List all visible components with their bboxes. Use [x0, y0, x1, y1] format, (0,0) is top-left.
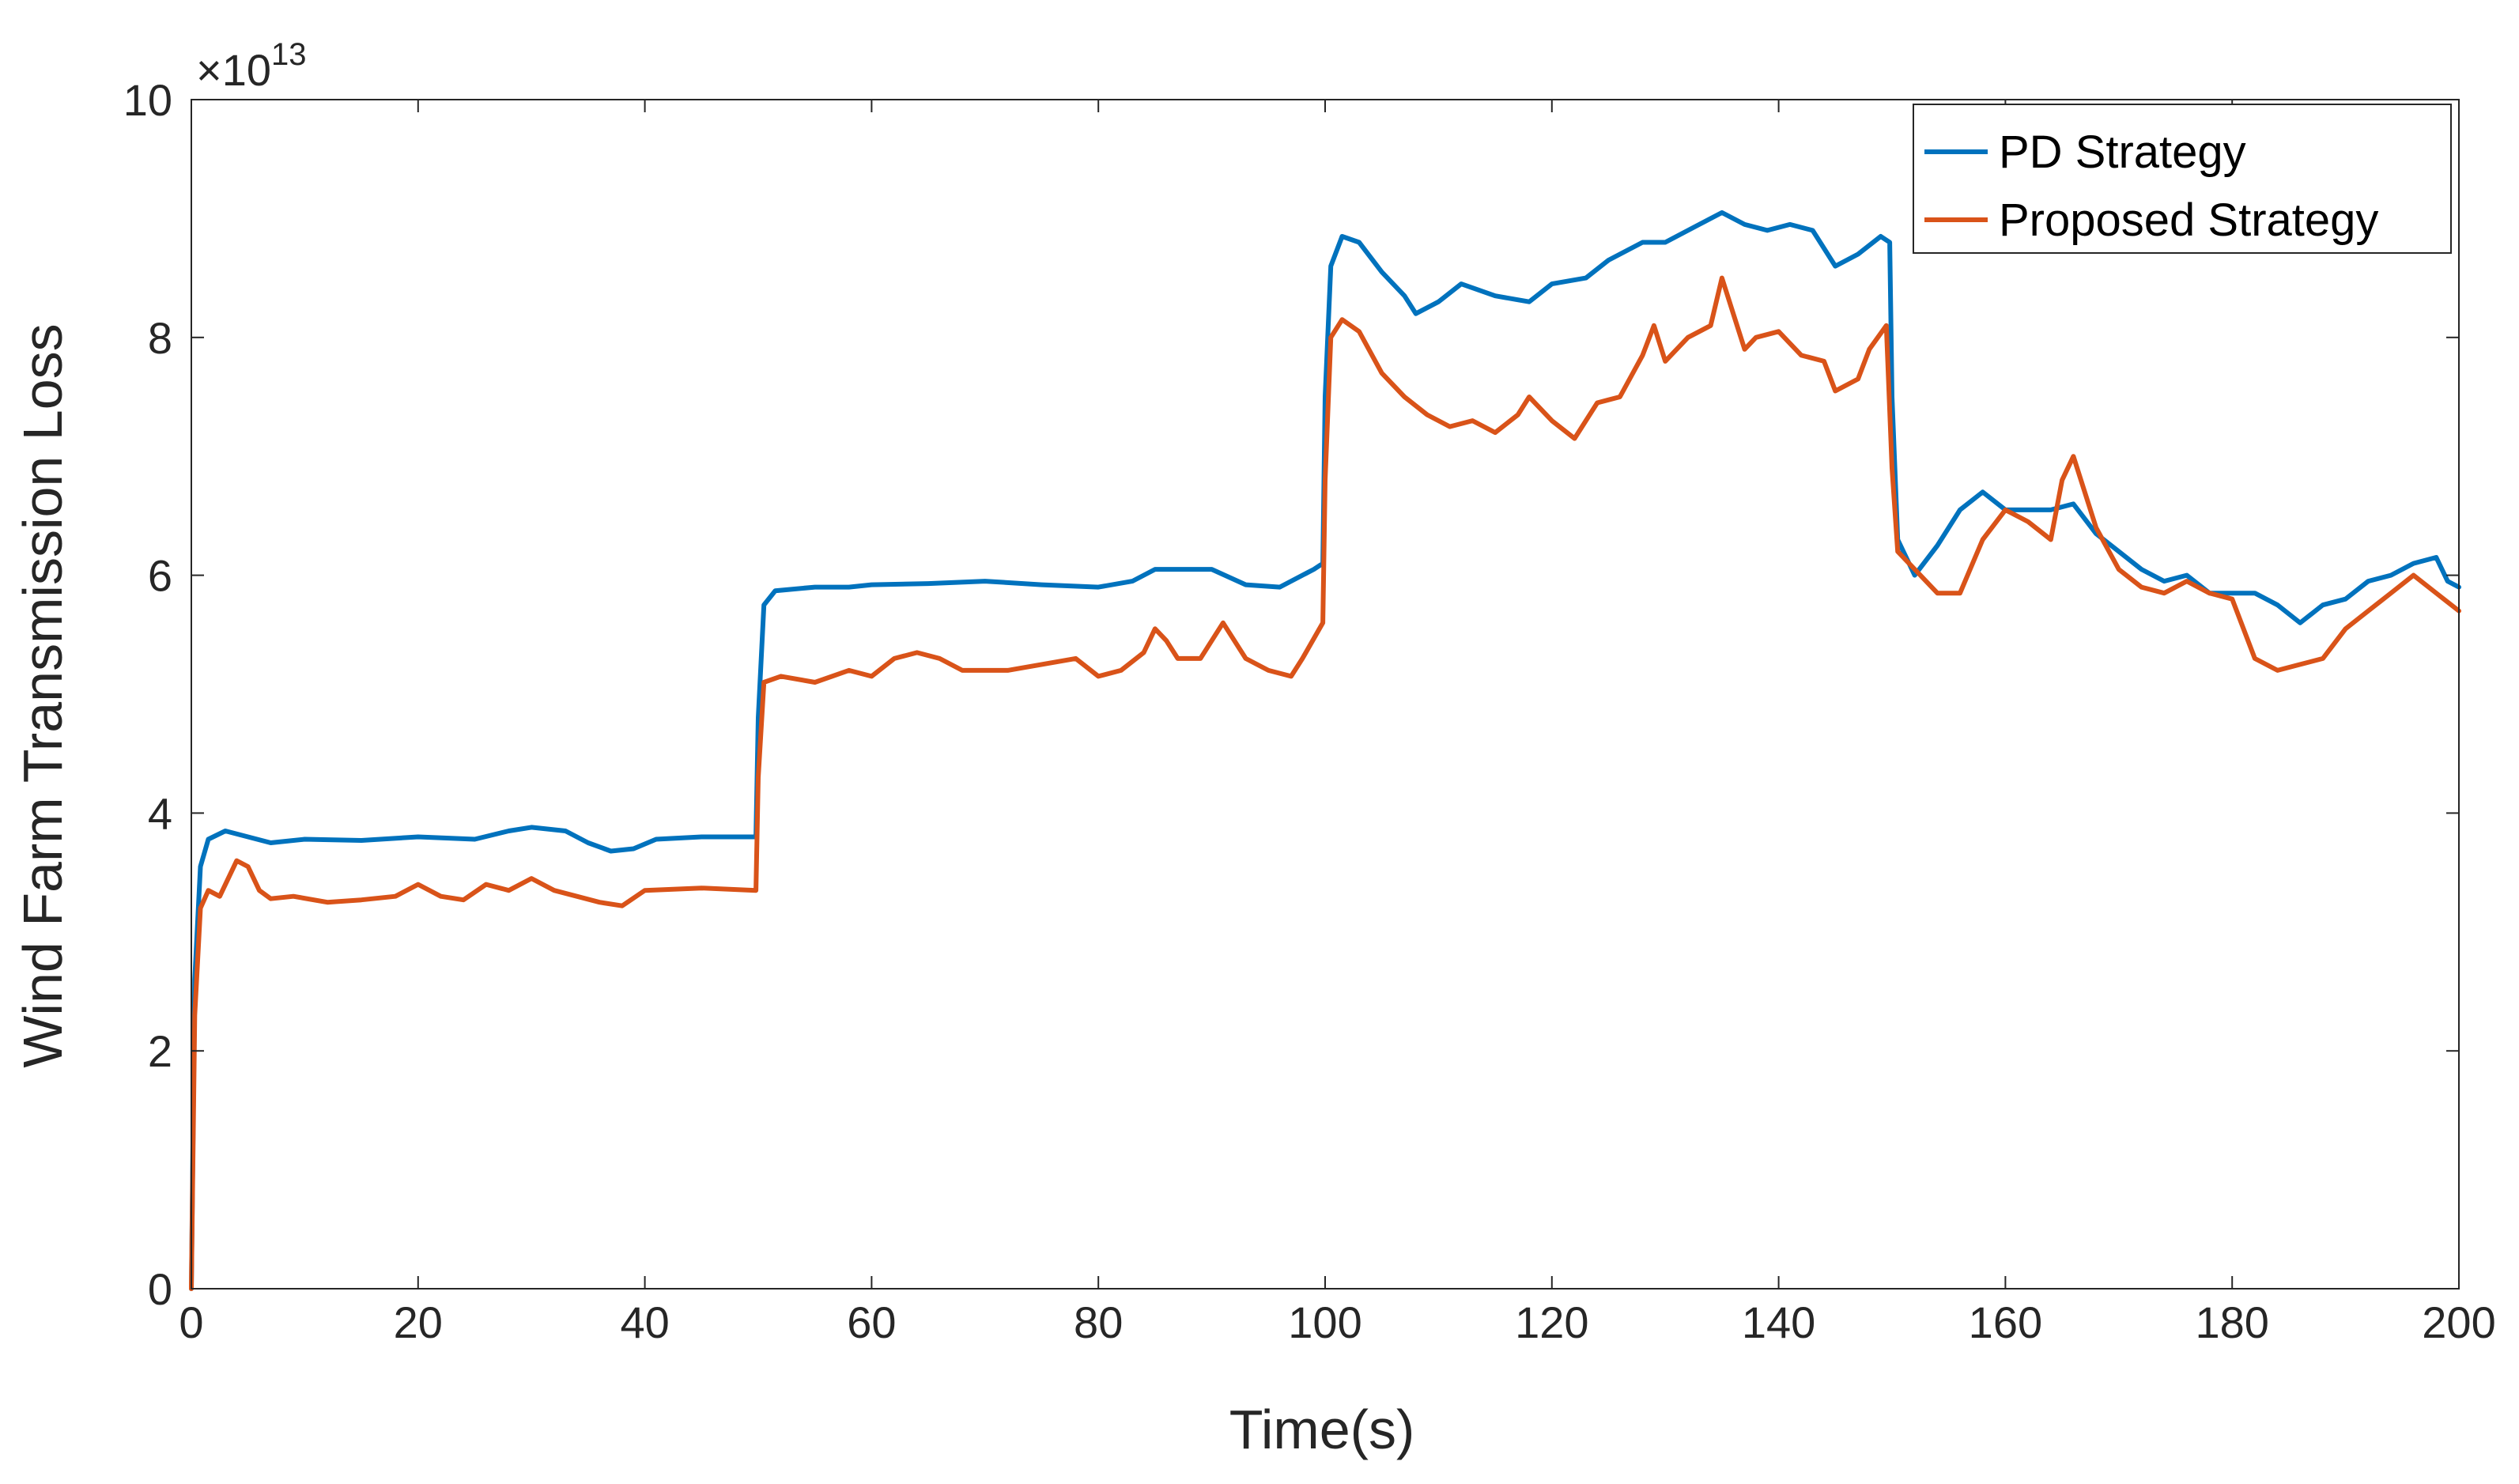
y-axis-title: Wind Farm Transmission Loss: [12, 323, 74, 1067]
series-layer: [189, 210, 2461, 1291]
x-tick-label: 160: [1969, 1297, 2042, 1347]
y-exponent-prefix: ×10: [196, 45, 271, 95]
legend-box: [1913, 104, 2452, 254]
x-tick-label: 60: [847, 1297, 896, 1347]
y-tick-label: 10: [123, 75, 172, 125]
legend: PD Strategy Proposed Strategy: [1913, 104, 2452, 254]
legend-label-proposed-strategy: Proposed Strategy: [1999, 194, 2378, 246]
y-exponent-power: 13: [271, 37, 307, 72]
x-tick-label: 200: [2422, 1297, 2495, 1347]
y-tick-label: 4: [148, 788, 172, 838]
x-tick-label: 20: [394, 1297, 443, 1347]
ticks-layer: 0 20 40 60 80 100 120 140 160 180 200 0 2 4 6 8 10: [123, 75, 2496, 1347]
x-tick-label: 180: [2195, 1297, 2268, 1347]
x-tick-label: 140: [1742, 1297, 1815, 1347]
x-tick-label: 100: [1288, 1297, 1361, 1347]
x-tick-label: 120: [1515, 1297, 1588, 1347]
series-line-pd-strategy: [189, 210, 2461, 1291]
legend-label-pd-strategy: PD Strategy: [1999, 126, 2246, 178]
y-tick-label: 8: [148, 313, 172, 363]
x-axis-title: Time(s): [1229, 1399, 1415, 1460]
x-tick-label: 80: [1074, 1297, 1123, 1347]
y-tick-label: 6: [148, 551, 172, 601]
x-tick-label: 40: [620, 1297, 669, 1347]
y-exponent-label: ×1013: [196, 37, 307, 95]
y-tick-label: 0: [148, 1264, 172, 1314]
series-line-proposed-strategy: [189, 275, 2461, 1291]
y-tick-label: 2: [148, 1026, 172, 1076]
x-tick-label: 0: [179, 1297, 203, 1347]
